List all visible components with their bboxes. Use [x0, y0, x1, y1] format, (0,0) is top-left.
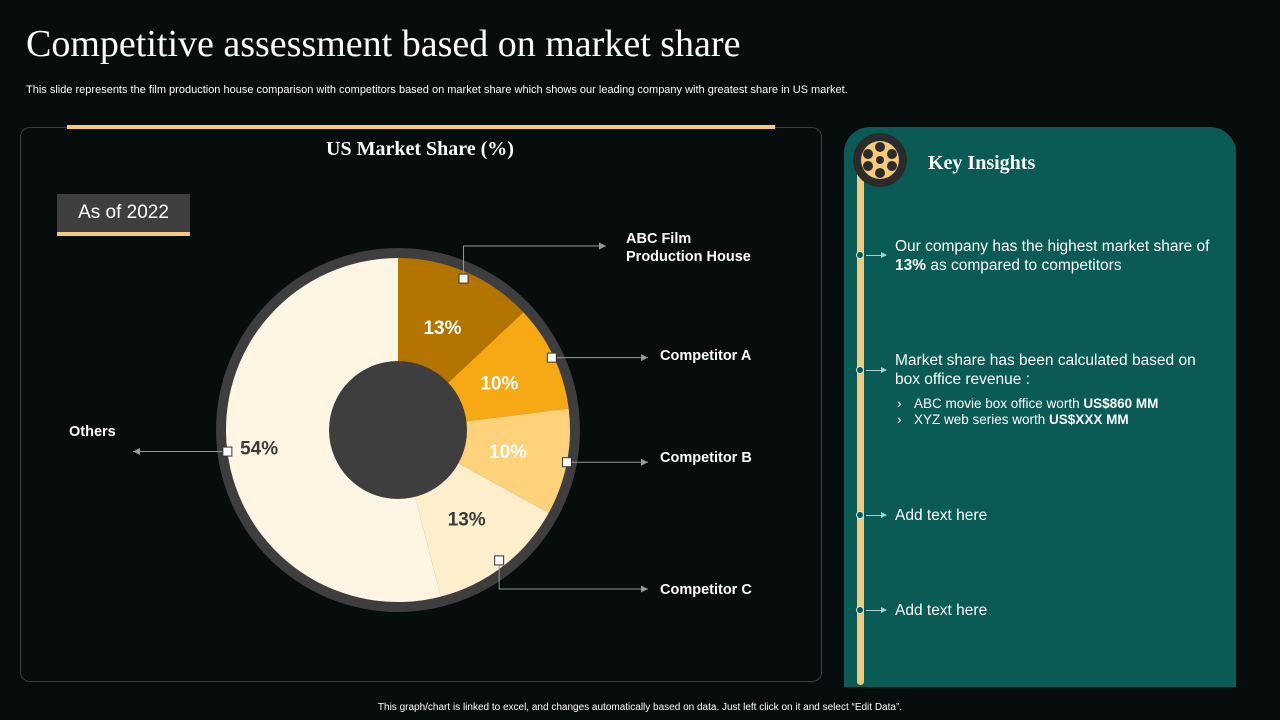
- arrow-3: [866, 512, 887, 518]
- callout-line-3: [498, 560, 648, 590]
- accent-line: [67, 125, 775, 129]
- callout-label-3: Competitor C: [660, 582, 752, 598]
- pie-data-label-0: 13%: [423, 318, 461, 339]
- chart-title: US Market Share (%): [326, 138, 514, 160]
- callout-marker-3: [494, 555, 505, 566]
- page-subtitle: This slide represents the film productio…: [26, 84, 848, 96]
- callout-arrow-1: [641, 354, 648, 362]
- callout-label-1: Competitor A: [660, 348, 752, 364]
- key-insights-panel: [844, 127, 1236, 687]
- callout-arrow-2: [641, 458, 648, 466]
- pie-data-label-3: 13%: [448, 509, 486, 530]
- arrow-1: [866, 252, 887, 258]
- insight-item-2: Market share has been calculated based o…: [895, 352, 1196, 388]
- timeline-dot-4: [856, 606, 864, 614]
- callout-marker-4: [222, 446, 233, 457]
- callout-label-0: ABC Film Production House: [626, 231, 751, 265]
- timeline-dot-1: [856, 251, 864, 259]
- insight-sub-list: › ABC movie box office worth US$860 MM › X…: [897, 396, 1227, 428]
- market-share-pie-chart: 13% 10% 10% 13% 54% ABC Film Production House C…: [69, 231, 752, 612]
- callout-line-0: [463, 245, 606, 279]
- timeline-dot-2: [856, 366, 864, 374]
- timeline-bar: [857, 165, 864, 685]
- pie-data-label-4: 54%: [240, 439, 278, 460]
- sub-item-1: › ABC movie box office worth US$860 MM: [897, 396, 1159, 411]
- film-reel-icon: [852, 132, 912, 192]
- insight-item-1: Our company has the highest market share…: [895, 238, 1210, 274]
- timeline-dot-3: [856, 511, 864, 519]
- arrow-4: [866, 607, 887, 613]
- as-of-badge: As of 2022: [57, 194, 190, 236]
- callout-arrow-0: [599, 242, 606, 250]
- sub-item-2: › XYZ web series worth US$XXX MM: [897, 412, 1129, 427]
- chevron-right-icon: ›: [897, 396, 902, 411]
- callout-label-4: Others: [69, 424, 116, 440]
- callout-marker-0: [458, 273, 469, 284]
- callout-marker-2: [561, 457, 572, 468]
- arrow-2: [866, 367, 887, 373]
- insight-item-3: Add text here: [895, 507, 988, 524]
- insight-item-4: Add text here: [895, 602, 988, 619]
- callout-arrow-3: [641, 585, 648, 593]
- insights-title: Key Insights: [928, 152, 1036, 174]
- callout-arrow-4: [133, 448, 140, 456]
- footer-note: This graph/chart is linked to excel, and…: [377, 702, 903, 713]
- page-title: Competitive assessment based on market s…: [26, 23, 741, 65]
- pie-data-label-2: 10%: [489, 442, 527, 463]
- callout-marker-1: [546, 352, 557, 363]
- pie-data-label-1: 10%: [480, 373, 518, 394]
- pie-center-hole: [329, 361, 467, 499]
- callout-label-2: Competitor B: [660, 450, 752, 466]
- chevron-right-icon: ›: [897, 412, 902, 427]
